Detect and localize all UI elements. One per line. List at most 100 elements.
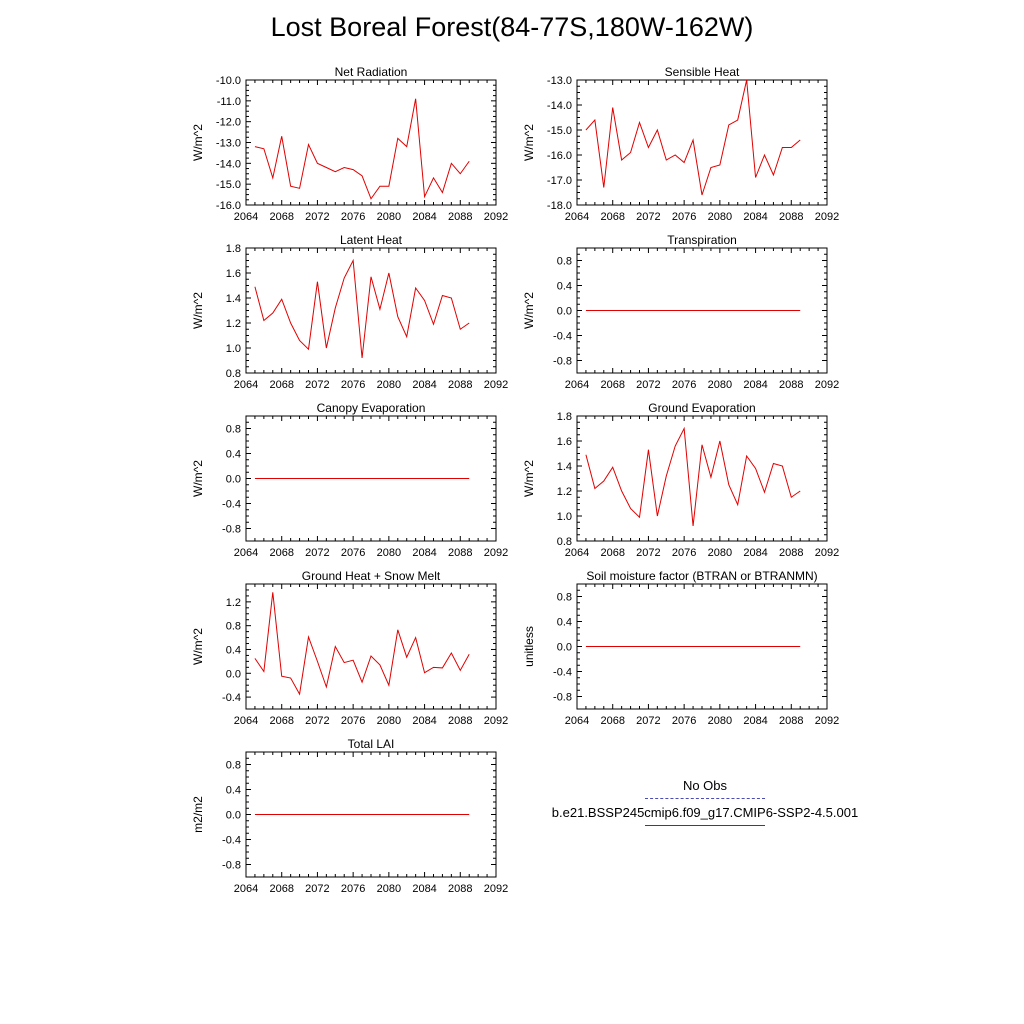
y-tick-label: 0.4 xyxy=(226,449,241,461)
y-tick-label: 0.0 xyxy=(557,642,572,654)
y-tick-label: -0.8 xyxy=(222,860,241,872)
x-tick-label: 2084 xyxy=(743,715,767,727)
x-tick-label: 2068 xyxy=(600,211,624,223)
x-tick-label: 2076 xyxy=(341,883,365,895)
y-axis-label: W/m^2 xyxy=(191,292,205,329)
y-tick-label: -16.0 xyxy=(547,150,572,162)
y-tick-label: 1.8 xyxy=(226,243,241,255)
y-tick-label: 0.0 xyxy=(226,810,241,822)
y-tick-label: 0.0 xyxy=(226,474,241,486)
x-tick-label: 2084 xyxy=(412,715,436,727)
plot-frame xyxy=(245,583,497,710)
panel-title: Ground Heat + Snow Melt xyxy=(302,569,441,583)
y-tick-label: -15.0 xyxy=(216,179,241,191)
series-line xyxy=(585,426,801,527)
x-tick-label: 2092 xyxy=(815,379,839,391)
panel-title: Ground Evaporation xyxy=(648,401,755,415)
x-tick-label: 2076 xyxy=(341,547,365,559)
y-tick-label: -0.4 xyxy=(222,499,241,511)
y-tick-label: 1.4 xyxy=(557,461,572,473)
x-tick-label: 2072 xyxy=(305,547,329,559)
x-tick-label: 2068 xyxy=(600,715,624,727)
y-axis-label: W/m^2 xyxy=(522,460,536,497)
x-tick-label: 2072 xyxy=(305,715,329,727)
panel-title: Canopy Evaporation xyxy=(317,401,426,415)
series-line xyxy=(254,98,470,200)
x-tick-label: 2080 xyxy=(377,715,401,727)
x-tick-label: 2088 xyxy=(448,547,472,559)
y-tick-label: -10.0 xyxy=(216,75,241,87)
y-tick-label: 1.4 xyxy=(226,293,241,305)
panel-title: Latent Heat xyxy=(340,233,403,247)
x-tick-label: 2092 xyxy=(815,547,839,559)
x-tick-label: 2092 xyxy=(815,211,839,223)
y-tick-label: 1.6 xyxy=(226,268,241,280)
x-tick-label: 2092 xyxy=(484,379,508,391)
y-axis-label: unitless xyxy=(522,626,536,667)
x-tick-label: 2088 xyxy=(448,715,472,727)
y-axis-label: W/m^2 xyxy=(522,124,536,161)
x-tick-label: 2072 xyxy=(305,211,329,223)
x-tick-label: 2076 xyxy=(672,211,696,223)
x-tick-label: 2092 xyxy=(815,715,839,727)
x-tick-label: 2080 xyxy=(377,547,401,559)
y-axis-label: W/m^2 xyxy=(191,460,205,497)
y-tick-label: 0.8 xyxy=(557,536,572,548)
y-tick-label: 1.2 xyxy=(226,318,241,330)
x-tick-label: 2064 xyxy=(234,211,258,223)
y-axis-label: W/m^2 xyxy=(191,628,205,665)
x-tick-label: 2088 xyxy=(448,883,472,895)
x-tick-label: 2068 xyxy=(269,379,293,391)
y-axis-label: m2/m2 xyxy=(191,796,205,833)
chart-canopy-evaporation: Canopy Evaporation 2064 2068 2072 2076 2080 20… xyxy=(191,401,508,559)
chart-net-radiation: Net Radiation 2064 2068 2072 2076 2080 2084 208… xyxy=(191,65,508,223)
y-tick-label: -14.0 xyxy=(216,158,241,170)
legend-label-model: b.e21.BSSP245cmip6.f09_g17.CMIP6-SSP2-4.… xyxy=(551,805,859,820)
x-tick-label: 2084 xyxy=(412,883,436,895)
chart-latent-heat: Latent Heat 2064 2068 2072 2076 2080 2084 2088 2… xyxy=(191,233,508,391)
y-tick-label: -11.0 xyxy=(217,96,241,108)
chart-sensible-heat: Sensible Heat 2064 2068 2072 2076 2080 2084 208… xyxy=(522,65,839,223)
x-tick-label: 2076 xyxy=(341,715,365,727)
x-tick-label: 2088 xyxy=(779,715,803,727)
y-tick-label: -13.0 xyxy=(547,75,572,87)
y-tick-label: -17.0 xyxy=(547,175,572,187)
x-tick-label: 2092 xyxy=(484,547,508,559)
y-tick-label: -0.8 xyxy=(553,692,572,704)
x-tick-label: 2080 xyxy=(708,547,732,559)
x-tick-label: 2080 xyxy=(377,883,401,895)
y-tick-label: -0.8 xyxy=(222,524,241,536)
x-tick-label: 2080 xyxy=(708,211,732,223)
y-tick-label: -16.0 xyxy=(216,200,241,212)
y-tick-label: 0.8 xyxy=(557,256,572,268)
y-tick-label: -14.0 xyxy=(547,100,572,112)
legend-line-obs xyxy=(645,798,765,799)
x-tick-label: 2080 xyxy=(708,715,732,727)
y-axis-label: W/m^2 xyxy=(191,124,205,161)
x-tick-label: 2064 xyxy=(565,547,589,559)
y-tick-label: 0.8 xyxy=(226,621,241,633)
panel-title: Total LAI xyxy=(348,737,395,751)
x-tick-label: 2084 xyxy=(743,379,767,391)
chart-ground-heat-snow-melt: Ground Heat + Snow Melt 2064 2068 2072 2076 2… xyxy=(191,569,508,727)
plot-frame xyxy=(576,415,828,542)
x-tick-label: 2072 xyxy=(305,883,329,895)
page-title: Lost Boreal Forest(84-77S,180W-162W) xyxy=(270,12,754,42)
y-tick-label: 0.4 xyxy=(226,785,241,797)
x-tick-label: 2072 xyxy=(636,715,660,727)
y-tick-label: 0.0 xyxy=(226,668,241,680)
x-tick-label: 2068 xyxy=(600,379,624,391)
plot-frame xyxy=(245,79,497,206)
x-tick-label: 2084 xyxy=(412,547,436,559)
x-tick-label: 2088 xyxy=(779,379,803,391)
x-tick-label: 2068 xyxy=(269,715,293,727)
y-tick-label: 0.0 xyxy=(557,306,572,318)
x-tick-label: 2072 xyxy=(636,379,660,391)
y-tick-label: 1.0 xyxy=(226,343,241,355)
legend-line-model xyxy=(645,825,765,826)
x-tick-label: 2068 xyxy=(269,547,293,559)
x-tick-label: 2080 xyxy=(377,211,401,223)
legend: No Obs b.e21.BSSP245cmip6.f09_g17.CMIP6-… xyxy=(520,778,890,832)
y-tick-label: 0.4 xyxy=(557,281,572,293)
x-tick-label: 2092 xyxy=(484,883,508,895)
